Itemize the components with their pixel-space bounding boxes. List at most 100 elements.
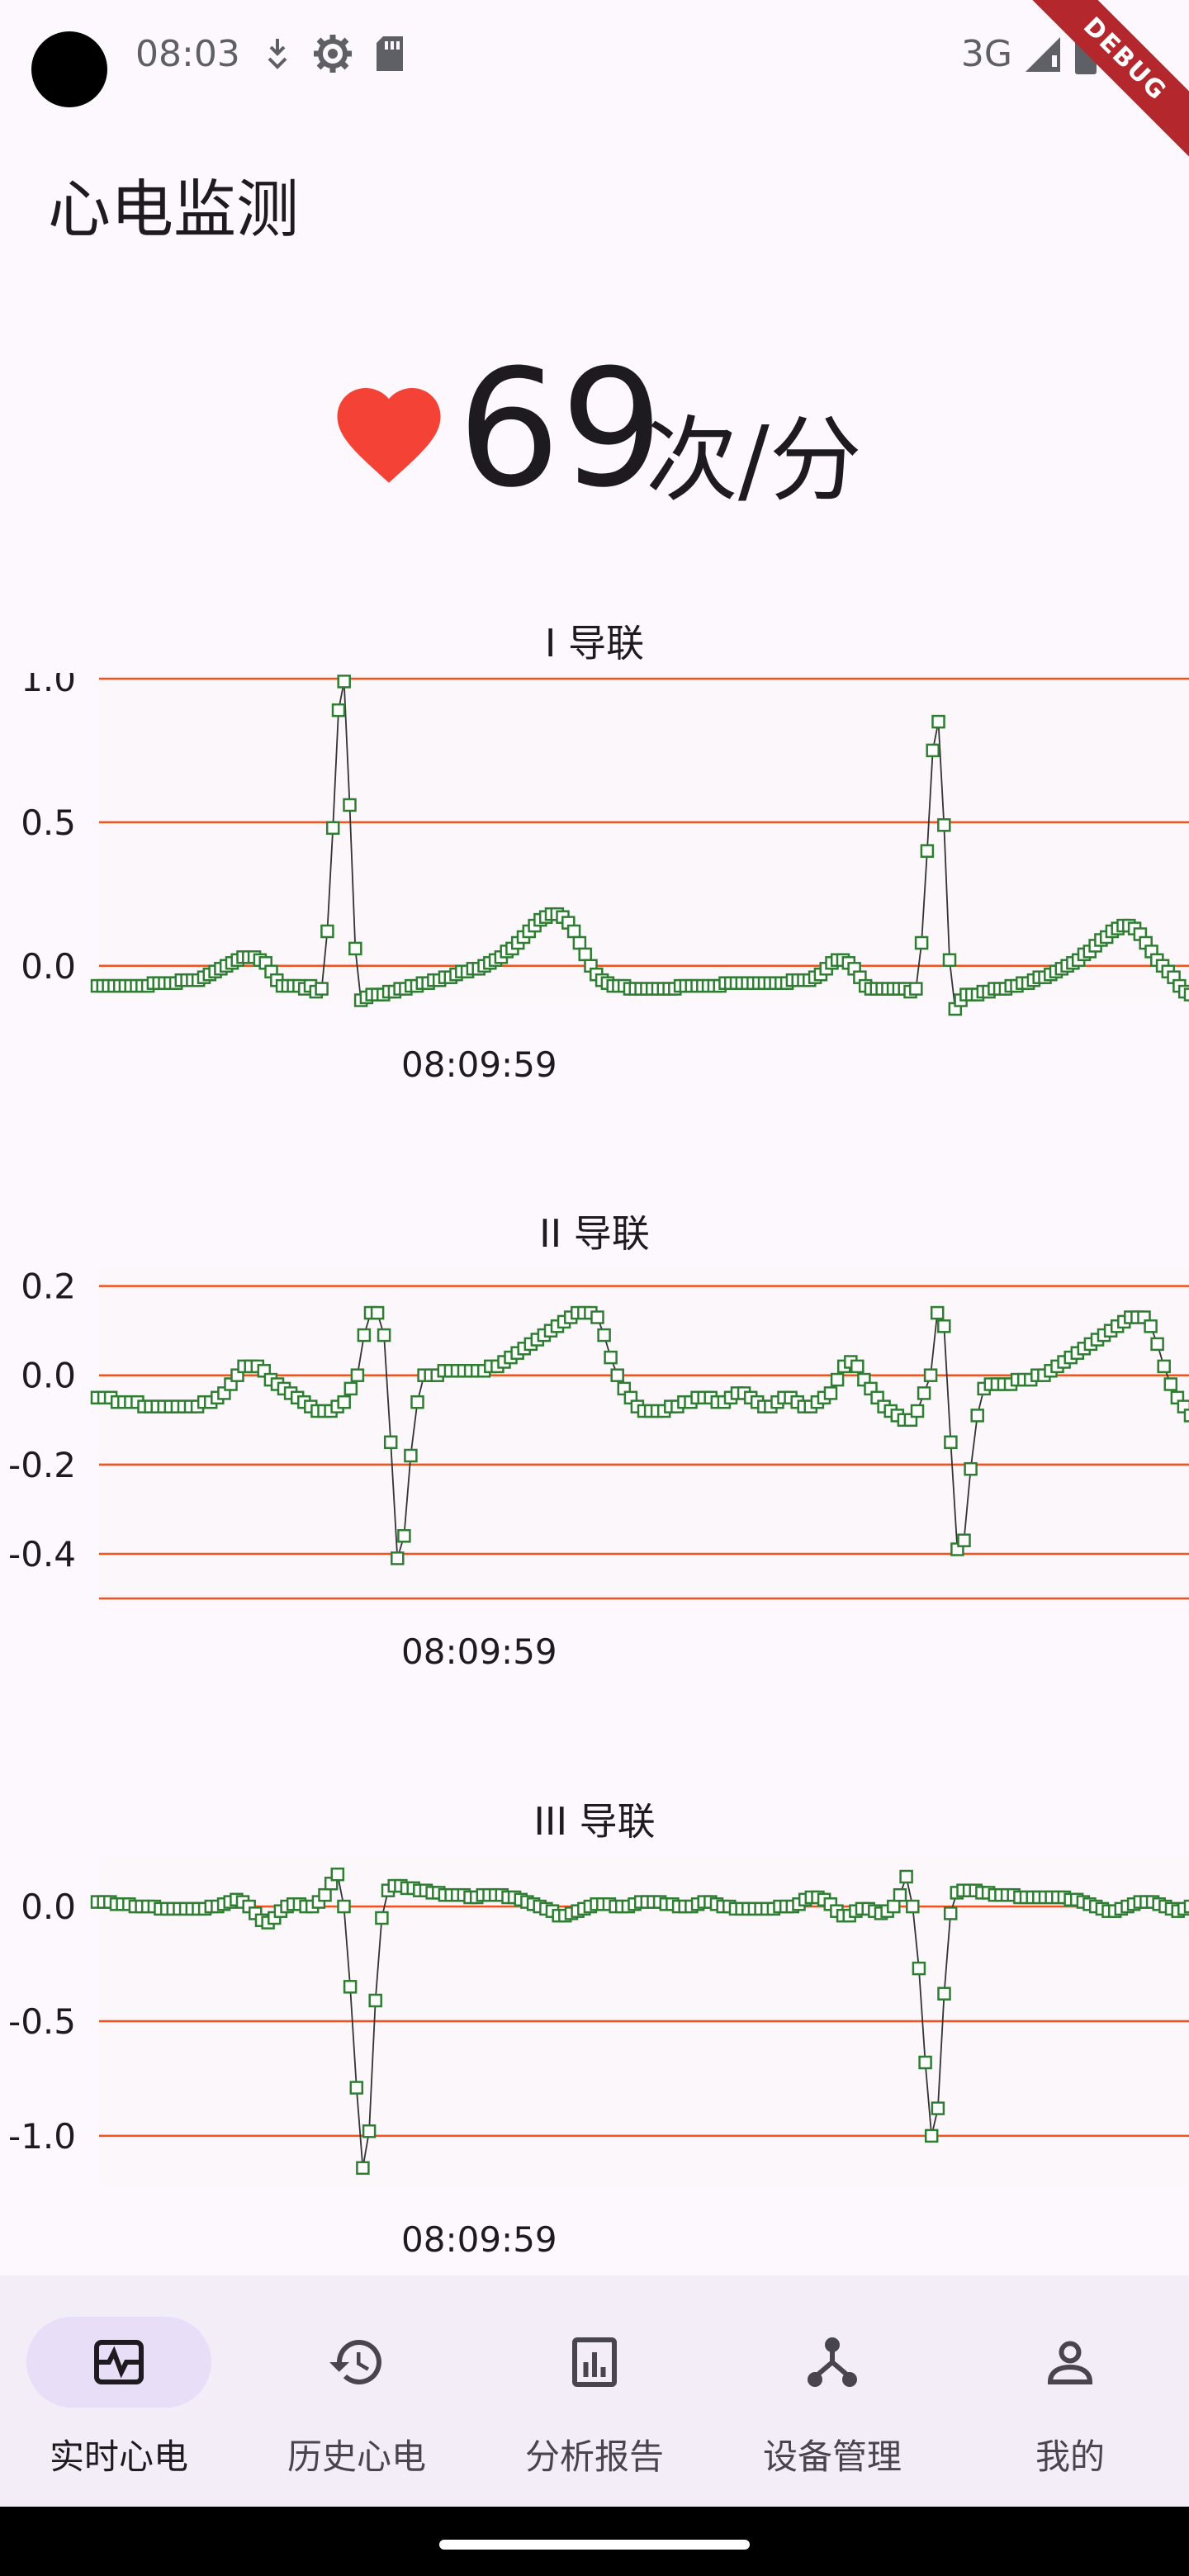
status-time: 08:03: [135, 33, 240, 75]
ecg-data-point: [343, 1381, 358, 1396]
ecg-data-point: [404, 1448, 418, 1463]
y-tick-label: 0.0: [21, 1887, 76, 1927]
heart-rate-value: 69: [457, 335, 664, 523]
ecg-data-point: [1183, 1899, 1189, 1914]
x-axis-time-label: 08:09:59: [401, 1044, 557, 1085]
nav-item-device-management[interactable]: 设备管理: [713, 2275, 951, 2507]
ecg-data-point: [1150, 1337, 1164, 1352]
gesture-bar: [0, 2507, 1189, 2576]
plot-area: [99, 673, 1189, 1003]
ecg-data-point: [830, 1372, 845, 1387]
ecg-data-point: [942, 953, 957, 968]
ecg-data-point: [926, 743, 940, 758]
ecg-data-point: [1144, 1319, 1158, 1333]
ecg-data-point: [331, 703, 346, 717]
nav-label: 实时心电: [49, 2436, 188, 2477]
camera-cutout: [31, 31, 107, 107]
sd-card-icon: [377, 36, 403, 71]
y-tick-label: 0.0: [21, 946, 76, 987]
ecg-data-point: [410, 1395, 424, 1409]
ecg-data-point: [970, 1409, 984, 1423]
device-hub-icon: [808, 2337, 857, 2387]
x-axis-time-label: 08:09:59: [401, 1631, 557, 1672]
chart-title: I 导联: [544, 621, 645, 665]
ecg-data-point: [318, 1887, 332, 1902]
ecg-data-point: [572, 935, 587, 950]
ecg-data-point: [578, 947, 592, 962]
bottom-navigation: 实时心电 历史心电 分析报告: [0, 2275, 1189, 2507]
ecg-data-point: [566, 924, 581, 939]
analytics-icon: [572, 2337, 617, 2387]
ecg-data-point: [343, 1980, 358, 1994]
lead-ii-chart: II 导联 0.2 0.0 -0.2 -0.4 08:09:59: [0, 1194, 1189, 1689]
ecg-data-point: [944, 1435, 958, 1450]
ecg-data-point: [337, 675, 351, 689]
ecg-data-point: [357, 1328, 372, 1342]
ecg-data-point: [930, 1305, 945, 1320]
ecg-data-point: [931, 714, 945, 729]
ecg-data-point: [383, 1435, 398, 1450]
nav-item-analysis-report[interactable]: 分析报告: [476, 2275, 713, 2507]
ecg-data-point: [918, 2055, 932, 2070]
ecg-data-point: [920, 844, 935, 858]
heart-rate-display: 69 次/分: [0, 347, 1189, 528]
nav-item-history-ecg[interactable]: 历史心电: [238, 2275, 476, 2507]
lead-ii-plot: 0.2 0.0 -0.2 -0.4: [8, 1267, 1189, 1600]
ecg-data-point: [315, 982, 329, 996]
ecg-data-point: [370, 1305, 385, 1320]
heart-rate-unit: 次/分: [646, 407, 862, 514]
lead-iii-plot: 0.0 -0.5 -1.0: [8, 1856, 1189, 2186]
y-tick-label: 0.5: [21, 803, 76, 843]
ecg-data-point: [923, 1368, 938, 1382]
nav-item-realtime-ecg[interactable]: 实时心电: [0, 2275, 238, 2507]
y-tick-label: 0.2: [21, 1267, 76, 1307]
plot-area: [99, 1268, 1189, 1598]
ecg-data-point: [343, 798, 357, 812]
ecg-data-point: [350, 1368, 365, 1382]
ecg-data-point: [909, 982, 923, 996]
ecg-data-point: [1157, 1359, 1171, 1374]
ecg-data-point: [590, 1310, 604, 1324]
download-icon: [268, 39, 287, 69]
ecg-data-point: [957, 1533, 971, 1547]
y-tick-label: 1.0: [21, 673, 76, 699]
ecg-data-point: [604, 1350, 618, 1365]
settings-icon: [314, 35, 352, 73]
x-axis-time-label: 08:09:59: [401, 2219, 557, 2260]
y-tick-label: 0.0: [21, 1356, 76, 1396]
ecg-data-point: [943, 1906, 958, 1920]
nav-item-profile[interactable]: 我的: [951, 2275, 1189, 2507]
ecg-monitor-icon: [94, 2340, 144, 2384]
ecg-data-point: [610, 1368, 624, 1382]
ecg-data-point: [597, 1328, 611, 1342]
y-tick-label: -0.4: [8, 1534, 76, 1574]
ecg-data-point: [397, 1529, 411, 1543]
ecg-data-point: [320, 924, 334, 939]
ecg-data-point: [325, 821, 340, 836]
ecg-data-point: [850, 1359, 865, 1374]
person-icon: [1047, 2341, 1093, 2384]
ecg-data-point: [964, 1461, 978, 1476]
ecg-data-point: [899, 1869, 913, 1884]
network-type: 3G: [960, 33, 1012, 75]
lead-i-plot: 1.0 0.5 0.0: [21, 673, 1189, 1016]
heart-icon: [337, 388, 441, 483]
ecg-data-point: [362, 2124, 377, 2138]
ecg-data-point: [337, 1899, 351, 1914]
ecg-data-point: [906, 1899, 920, 1914]
ecg-data-point: [375, 1911, 389, 1925]
home-indicator[interactable]: [439, 2540, 750, 2550]
page-title: 心电监测: [48, 173, 299, 246]
ecg-data-point: [368, 1993, 382, 2008]
ecg-data-point: [887, 1899, 901, 1914]
ecg-data-point: [931, 2101, 945, 2115]
ecg-data-point: [337, 1395, 351, 1409]
ecg-data-point: [914, 935, 929, 950]
ecg-data-point: [348, 941, 362, 956]
nav-label: 分析报告: [524, 2436, 664, 2477]
y-tick-label: -0.2: [8, 1445, 76, 1485]
history-icon: [329, 2340, 381, 2384]
ecg-data-point: [377, 1328, 391, 1342]
ecg-data-point: [924, 2129, 939, 2143]
